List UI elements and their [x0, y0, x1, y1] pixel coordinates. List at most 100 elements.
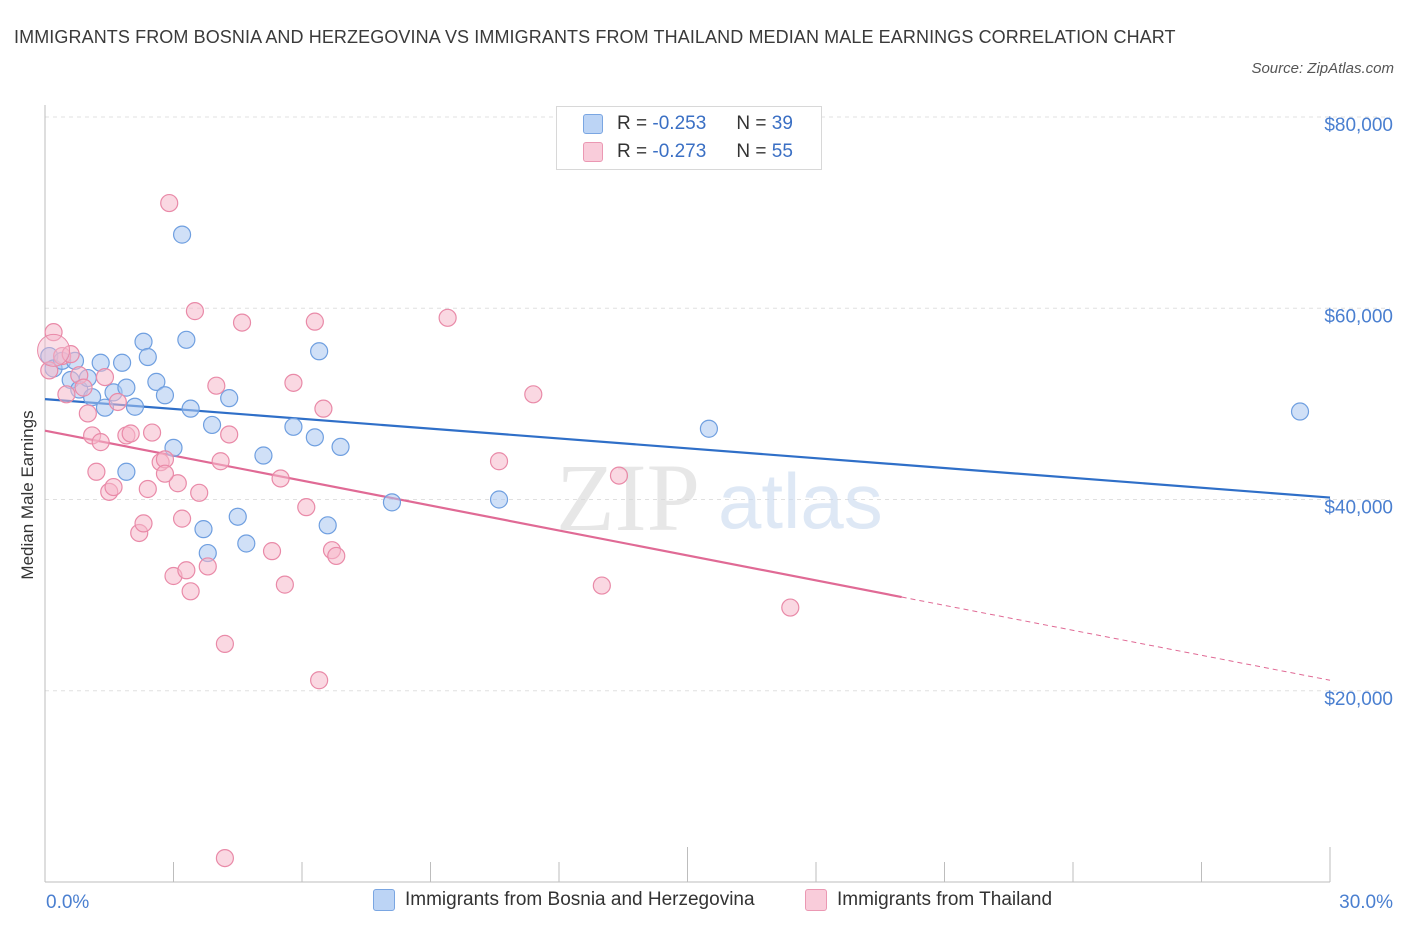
- grid-lines: [45, 116, 1390, 692]
- n-value-pink: 55: [771, 141, 793, 162]
- chart-title: IMMIGRANTS FROM BOSNIA AND HERZEGOVINA V…: [14, 27, 1176, 47]
- data-point-bosnia: [112, 353, 132, 372]
- n-value-blue: 39: [771, 113, 793, 134]
- trend-line-blue: [44, 397, 1331, 499]
- data-point-thailand: [271, 469, 290, 488]
- pink-swatch: [583, 142, 603, 162]
- source-note: Source: ZipAtlas.com: [1251, 60, 1394, 77]
- data-point-bosnia: [177, 330, 196, 349]
- data-point-thailand: [61, 345, 80, 364]
- data-point-bosnia: [117, 378, 136, 397]
- data-point-thailand: [609, 466, 629, 485]
- data-point-thailand: [172, 509, 192, 528]
- data-point-thailand: [57, 385, 76, 404]
- data-point-bosnia: [134, 332, 153, 351]
- blue-legend-swatch: [373, 889, 395, 911]
- correlation-legend: R = -0.253 N = 39 R = -0.273 N = 55: [556, 106, 822, 170]
- data-point-thailand: [185, 302, 205, 321]
- y-tick-label: $20,000: [1324, 689, 1393, 710]
- y-tick-label: $80,000: [1324, 115, 1393, 136]
- data-point-thailand: [168, 474, 187, 493]
- data-point-thailand: [215, 634, 234, 653]
- data-point-thailand: [297, 498, 316, 517]
- data-point-bosnia: [699, 419, 719, 438]
- data-point-thailand: [284, 373, 303, 392]
- data-point-bosnia: [237, 534, 256, 553]
- data-point-thailand: [108, 392, 127, 412]
- data-point-thailand: [134, 514, 153, 533]
- data-point-bosnia: [284, 417, 303, 436]
- data-point-thailand: [781, 598, 800, 617]
- pink-legend-swatch: [805, 889, 827, 911]
- data-point-thailand: [91, 433, 110, 452]
- data-point-thailand: [207, 376, 226, 395]
- n-label: N =: [736, 113, 767, 134]
- legend-row-blue: R = -0.253 N = 39: [583, 111, 793, 137]
- data-point-thailand: [95, 368, 115, 387]
- data-point-thailand: [190, 483, 209, 502]
- data-point-bosnia: [138, 347, 157, 367]
- data-point-thailand: [181, 582, 200, 601]
- data-point-bosnia: [331, 437, 350, 457]
- data-point-thailand: [121, 424, 140, 443]
- data-point-thailand: [87, 462, 106, 481]
- data-point-thailand: [44, 323, 63, 342]
- data-point-thailand: [305, 312, 324, 331]
- data-point-bosnia: [228, 507, 247, 526]
- x-tick-labels: 0.0% 30.0%: [46, 892, 1393, 913]
- data-point-bosnia: [318, 516, 337, 535]
- r-value-blue: -0.253: [652, 113, 707, 134]
- data-point-thailand: [138, 479, 157, 499]
- data-point-thailand: [524, 385, 543, 404]
- data-point-thailand: [78, 404, 97, 423]
- r-label: R =: [617, 113, 648, 134]
- data-point-thailand: [155, 464, 175, 483]
- y-tick-label: $40,000: [1324, 498, 1393, 519]
- data-point-bosnia: [220, 389, 239, 408]
- data-point-bosnia: [254, 446, 273, 465]
- data-point-thailand: [314, 399, 333, 418]
- y-tick-label: $60,000: [1324, 306, 1393, 327]
- data-point-thailand: [327, 546, 346, 566]
- series-legend-pink: Immigrants from Thailand: [805, 889, 1052, 911]
- data-point-bosnia: [172, 225, 192, 244]
- data-point-thailand: [37, 333, 71, 367]
- data-point-thailand: [215, 848, 234, 868]
- data-point-thailand: [489, 452, 509, 471]
- data-point-thailand: [160, 193, 179, 213]
- data-point-bosnia: [310, 342, 329, 361]
- trend-lines: [44, 397, 1331, 681]
- data-point-thailand: [438, 308, 457, 327]
- axes: [44, 105, 1331, 883]
- data-point-bosnia: [489, 490, 509, 509]
- trend-line-pink: [44, 429, 902, 599]
- series-name-pink: Immigrants from Thailand: [837, 889, 1053, 910]
- x-tick-label: 30.0%: [1339, 892, 1393, 913]
- data-point-bosnia: [202, 415, 222, 435]
- data-point-thailand: [220, 425, 239, 444]
- series-name-blue: Immigrants from Bosnia and Herzegovina: [405, 889, 755, 910]
- data-point-bosnia: [1290, 402, 1310, 421]
- data-point-thailand: [262, 542, 282, 561]
- watermark: ZIP atlas: [556, 444, 883, 551]
- data-point-thailand: [104, 477, 123, 497]
- data-point-thailand: [310, 671, 329, 690]
- trend-line-pink: [901, 596, 1331, 681]
- data-point-bosnia: [181, 399, 200, 418]
- data-point-thailand: [198, 557, 217, 576]
- data-point-bosnia: [147, 372, 166, 391]
- watermark-atlas: atlas: [718, 457, 883, 545]
- x-tick-label: 0.0%: [46, 892, 89, 913]
- data-point-bosnia: [117, 462, 136, 481]
- r-value-pink: -0.273: [652, 141, 707, 162]
- r-label: R =: [617, 141, 648, 162]
- data-point-bosnia: [382, 493, 402, 512]
- data-point-bosnia: [305, 428, 324, 447]
- data-point-thailand: [232, 313, 252, 332]
- data-point-thailand: [592, 576, 611, 595]
- data-point-bosnia: [155, 386, 175, 405]
- data-point-thailand: [211, 452, 230, 471]
- series-legend-blue: Immigrants from Bosnia and Herzegovina: [373, 889, 755, 911]
- data-points: [37, 193, 1310, 868]
